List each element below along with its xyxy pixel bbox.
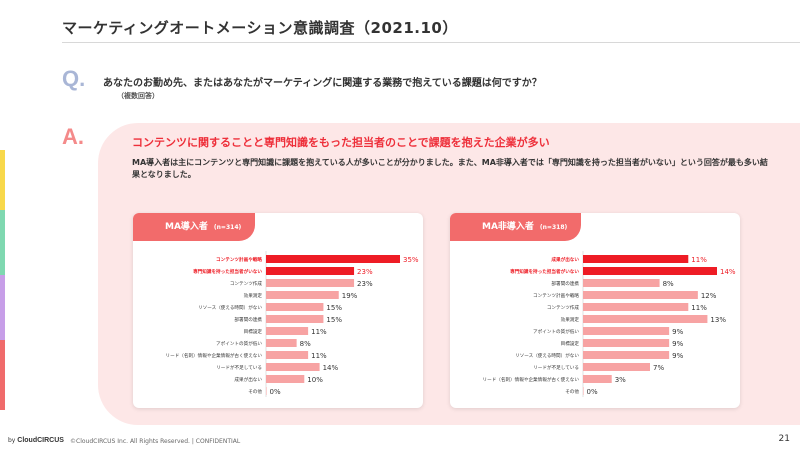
category-label: 効果測定 (561, 316, 580, 323)
value-label: 35% (403, 256, 419, 264)
value-label: 3% (615, 376, 626, 384)
value-label: 7% (653, 364, 664, 372)
chart-ma-non-users-svg: 成果が出ない 11% 専門知識を持った担当者がいない 14% 部署間の連携 8% コンテンツ… (483, 251, 736, 397)
category-label: 専門知識を持った担当者がいない (193, 268, 262, 275)
value-label: 9% (672, 352, 683, 360)
bar (266, 267, 355, 275)
value-label: 8% (663, 280, 674, 288)
bar (583, 303, 689, 311)
chart-ma-users-svg: コンテンツ計画や戦略 35% 専門知識を持った担当者がいない 23% コンテンツ作成 23… (166, 251, 419, 397)
bar (266, 279, 355, 287)
value-label: 19% (342, 292, 358, 300)
value-label: 0% (270, 388, 281, 396)
question-sub: （複数回答） (117, 92, 159, 100)
bar (583, 327, 670, 335)
chart-title: MA非導入者 (482, 222, 534, 232)
answer-headline: コンテンツに関することと専門知識をもった担当者のことで課題を抱えた企業が多い (132, 136, 550, 149)
category-label: 専門知識を持った担当者がいない (510, 268, 579, 275)
value-label: 11% (311, 352, 327, 360)
value-label: 14% (720, 268, 736, 276)
bar (266, 315, 324, 323)
answer-mark: A. (62, 124, 84, 149)
value-label: 23% (357, 280, 373, 288)
bar (266, 351, 309, 359)
bar (583, 375, 612, 383)
page-title: マーケティングオートメーション意識調査（2021.10） (62, 19, 458, 37)
footer-by: by (8, 437, 16, 444)
bar (583, 387, 584, 395)
bar (583, 279, 660, 287)
category-label: その他 (565, 388, 579, 395)
bar (266, 375, 305, 383)
value-label: 23% (357, 268, 373, 276)
category-label: コンテンツ作成 (547, 304, 580, 311)
page-number: 21 (778, 434, 790, 444)
value-label: 10% (307, 376, 323, 384)
value-label: 11% (691, 304, 707, 312)
value-label: 11% (691, 256, 707, 264)
category-label: リソース（使える時間）がない (515, 352, 579, 359)
category-label: コンテンツ作成 (230, 280, 263, 287)
chart-n-label: (n=314) (213, 224, 242, 231)
bar (266, 339, 297, 347)
category-label: 効果測定 (244, 292, 263, 299)
question-mark: Q. (62, 66, 86, 91)
category-label: リードが不足している (216, 364, 262, 371)
category-label: リソース（使える時間）がない (198, 304, 262, 311)
category-label: アポイントの質が低い (533, 328, 579, 335)
question-text: あなたのお勤め先、またはあなたがマーケティングに関連する業務で抱えている課題は何… (103, 78, 542, 89)
bar (266, 303, 324, 311)
category-label: 成果が出ない (234, 376, 262, 383)
value-label: 15% (326, 304, 342, 312)
bar (583, 267, 717, 275)
category-label: 目標設定 (244, 328, 263, 335)
bar (266, 291, 339, 299)
bar (266, 327, 309, 335)
value-label: 9% (672, 328, 683, 336)
side-strip-purple (0, 275, 5, 340)
category-label: リード（名刺）情報や企業情報が古く使えない (166, 352, 263, 359)
bar (583, 351, 670, 359)
footer-copyright: ©CloudCIRCUS Inc. All Rights Reserved. |… (70, 438, 241, 445)
value-label: 13% (710, 316, 726, 324)
value-label: 0% (587, 388, 598, 396)
category-label: リードが不足している (533, 364, 579, 371)
value-label: 15% (326, 316, 342, 324)
category-label: 部署間の連携 (551, 280, 579, 287)
footer-logo: by CloudCIRCUS (8, 437, 64, 444)
value-label: 8% (300, 340, 311, 348)
value-label: 11% (311, 328, 327, 336)
bar (583, 255, 689, 263)
side-strip-yellow (0, 150, 5, 210)
value-label: 9% (672, 340, 683, 348)
side-strip-red (0, 340, 5, 410)
value-label: 14% (323, 364, 339, 372)
chart-ma-non-users: 成果が出ない 11% 専門知識を持った担当者がいない 14% 部署間の連携 8% コンテンツ… (450, 213, 740, 408)
category-label: その他 (248, 388, 262, 395)
category-label: コンテンツ計画や戦略 (216, 256, 262, 263)
chart-ma-users-tab: MA導入者 (n=314) (133, 213, 256, 241)
chart-ma-users: コンテンツ計画や戦略 35% 専門知識を持った担当者がいない 23% コンテンツ作成 23… (133, 213, 423, 408)
bar (266, 255, 400, 263)
chart-title: MA導入者 (165, 222, 208, 232)
side-strip-green (0, 210, 5, 275)
footer-brand: CloudCIRCUS (17, 437, 64, 444)
category-label: 部署間の連携 (234, 316, 262, 323)
bar (583, 291, 698, 299)
category-label: リード（名刺）情報や企業情報が古く使えない (483, 376, 580, 383)
value-label: 12% (701, 292, 717, 300)
category-label: コンテンツ計画や戦略 (533, 292, 579, 299)
category-label: アポイントの質が低い (216, 340, 262, 347)
bar (583, 339, 670, 347)
bar (266, 363, 320, 371)
category-label: 成果が出ない (551, 256, 579, 263)
bar (583, 363, 650, 371)
answer-description: MA導入者は主にコンテンツと専門知識に課題を抱えている人が多いことが分かりました… (132, 158, 768, 179)
title-divider (62, 42, 800, 43)
chart-n-label: (n=318) (539, 224, 568, 231)
chart-ma-non-users-tab: MA非導入者 (n=318) (450, 213, 582, 241)
bar (583, 315, 708, 323)
category-label: 目標設定 (561, 340, 580, 347)
bar (266, 387, 267, 395)
